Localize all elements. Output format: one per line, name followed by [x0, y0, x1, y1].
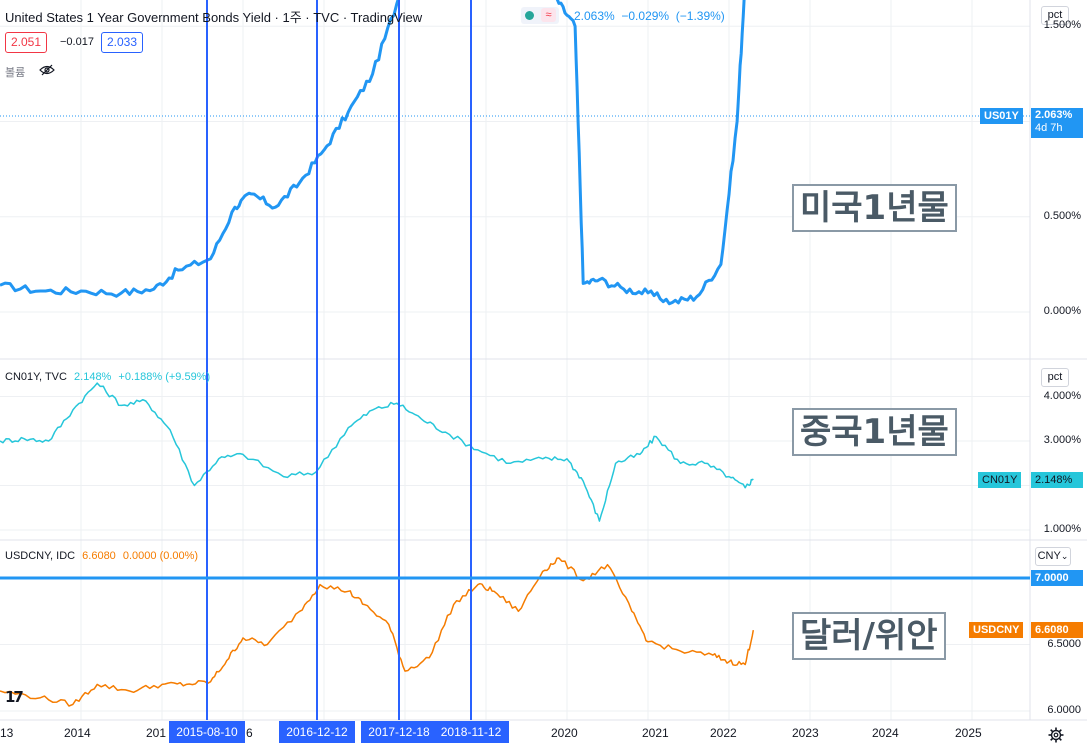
- cn01y-legend-change: +0.188% (+9.59%): [118, 371, 211, 383]
- x-tick-label: 6: [246, 726, 253, 740]
- cn01y-price-tag: 2.148%: [1031, 472, 1083, 488]
- y-tick-label: 0.500%: [1043, 209, 1081, 222]
- symbol-title[interactable]: United States 1 Year Government Bonds Yi…: [5, 10, 423, 25]
- last-price: 2.063%: [574, 9, 615, 23]
- volume-label: 볼륨: [5, 67, 26, 79]
- vertical-line-date-label[interactable]: 2016-12-12: [279, 721, 355, 743]
- us01y-series-line[interactable]: [0, 0, 753, 306]
- usdcny-series-line[interactable]: [0, 557, 755, 707]
- volume-legend[interactable]: 볼륨: [5, 64, 55, 80]
- y-tick-label: 6.0000: [1047, 704, 1081, 716]
- pane1-scale-unit-button[interactable]: pct: [1041, 6, 1069, 25]
- cn01y-series-line[interactable]: [0, 382, 754, 522]
- pane2-scale-unit-button[interactable]: pct: [1041, 368, 1069, 387]
- currency-value: CNY: [1037, 550, 1061, 562]
- hline-price-tag: 7.0000: [1031, 570, 1083, 586]
- chart-title[interactable]: United States 1 Year Government Bonds Yi…: [5, 7, 422, 26]
- x-tick-label: 13: [0, 726, 14, 740]
- x-tick-label: 2025: [955, 726, 982, 740]
- us01y-tag-value: 2.063%: [1035, 109, 1073, 121]
- market-status-badge[interactable]: ≈: [521, 7, 559, 24]
- us-1y-annotation[interactable]: 미국1년물: [792, 184, 957, 232]
- price-change: −0.029%: [621, 9, 670, 23]
- price-summary: 2.063% −0.029% (−1.39%): [574, 9, 725, 23]
- x-tick-label: 2021: [642, 726, 669, 740]
- y-tick-label: 3.000%: [1043, 434, 1081, 446]
- y-tick-label: 0.000%: [1043, 305, 1081, 317]
- vertical-line-date-label[interactable]: 2015-08-10: [169, 721, 245, 743]
- vertical-line-date-label[interactable]: 2018-11-12: [433, 721, 509, 743]
- us01y-price-tag: 2.063% 4d 7h: [1031, 108, 1083, 138]
- y-tick-label: 6.5000: [1047, 637, 1081, 650]
- x-tick-label: 2020: [551, 726, 578, 740]
- usdcny-legend-change: 0.0000 (0.00%): [122, 550, 199, 562]
- bid-button[interactable]: 2.051: [5, 32, 48, 53]
- y-tick-label: 4.000%: [1043, 389, 1081, 402]
- x-tick-label: 2022: [710, 726, 737, 740]
- cn01y-symbol-tag: CN01Y: [978, 472, 1022, 488]
- x-tick-label: 2024: [872, 726, 899, 740]
- bid-value: 2.051: [11, 35, 42, 49]
- usdcny-annotation[interactable]: 달러/위안: [792, 612, 946, 660]
- cn01y-legend[interactable]: CN01Y, TVC 2.148% +0.188% (+9.59%): [5, 371, 210, 383]
- delayed-data-icon: ≈: [541, 8, 556, 22]
- ask-value: 2.033: [107, 35, 138, 49]
- eye-hidden-icon[interactable]: [39, 64, 55, 76]
- usdcny-legend-symbol[interactable]: USDCNY, IDC: [5, 550, 76, 562]
- y-tick-label: 1.500%: [1043, 19, 1081, 32]
- tradingview-logo[interactable]: 17: [5, 688, 24, 706]
- cn-1y-annotation[interactable]: 중국1년물: [792, 408, 957, 456]
- x-tick-label: 2023: [792, 726, 819, 740]
- spread-value: −0.017: [60, 36, 94, 48]
- price-change-pct: (−1.39%): [675, 9, 725, 23]
- usdcny-legend[interactable]: USDCNY, IDC 6.6080 0.0000 (0.00%): [5, 550, 198, 562]
- cn01y-legend-symbol[interactable]: CN01Y, TVC: [5, 371, 67, 383]
- usdcny-symbol-tag: USDCNY: [969, 622, 1024, 638]
- ask-button[interactable]: 2.033: [101, 32, 144, 53]
- us01y-symbol-tag: US01Y: [980, 108, 1023, 124]
- cn01y-legend-value: 2.148%: [74, 371, 112, 383]
- x-tick-label: 201: [146, 726, 167, 740]
- vertical-line-date-label[interactable]: 2017-12-18: [361, 721, 437, 743]
- x-tick-label: 2014: [64, 726, 91, 740]
- usdcny-legend-value: 6.6080: [82, 550, 116, 562]
- bar-countdown: 4d 7h: [1035, 122, 1063, 134]
- pane3-currency-select[interactable]: CNY⌄: [1035, 547, 1071, 566]
- gear-icon[interactable]: [1048, 727, 1064, 743]
- y-tick-label: 1.000%: [1043, 523, 1081, 535]
- market-open-icon: [525, 11, 534, 20]
- chevron-down-icon: ⌄: [1060, 551, 1069, 561]
- usdcny-price-tag: 6.6080: [1031, 622, 1083, 638]
